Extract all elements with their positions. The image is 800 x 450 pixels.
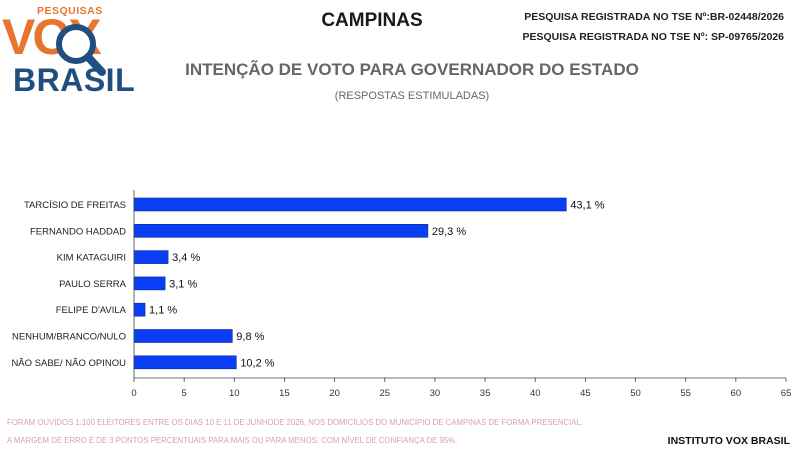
vox-brasil-logo: PESQUISAS VOX BRASIL: [0, 2, 140, 100]
data-label: 29,3 %: [432, 226, 466, 238]
x-tick-label: 50: [630, 388, 641, 399]
bar: [133, 197, 567, 212]
registration-1: PESQUISA REGISTRADA NO TSE Nº:BR-02448/2…: [524, 11, 784, 23]
category-label: PAULO SERRA: [59, 279, 127, 290]
data-label: 9,8 %: [236, 331, 264, 343]
x-tick-label: 40: [530, 388, 541, 399]
chart-title: INTENÇÃO DE VOTO PARA GOVERNADOR DO ESTA…: [185, 60, 639, 79]
x-tick-label: 45: [580, 388, 591, 399]
category-label: FERNANDO HADDAD: [30, 226, 126, 237]
methodology-note: FORAM OUVIDOS 1.100 ELEITORES ENTRE OS D…: [7, 418, 583, 427]
category-label: NÃO SABE/ NÃO OPINOU: [11, 358, 126, 369]
category-label: FELIPE D'AVILA: [56, 305, 127, 316]
x-tick-label: 60: [731, 388, 742, 399]
category-label: KIM KATAGUIRI: [57, 253, 126, 264]
data-label: 3,1 %: [169, 278, 197, 290]
data-label: 43,1 %: [570, 200, 604, 212]
data-label: 3,4 %: [172, 252, 200, 264]
bar: [133, 302, 146, 317]
chart-subtitle: (RESPOSTAS ESTIMULADAS): [334, 90, 490, 102]
registration-2: PESQUISA REGISTRADA NO TSE Nº: SP-09765/…: [522, 31, 784, 43]
category-label: TARCÍSIO DE FREITAS: [24, 200, 126, 211]
bar: [133, 355, 237, 370]
bar: [133, 329, 233, 343]
bar: [133, 276, 166, 291]
x-tick-label: 0: [131, 388, 136, 399]
bar: [133, 224, 429, 238]
logo-sub-text: BRASIL: [13, 62, 136, 98]
data-label: 10,2 %: [240, 357, 274, 369]
x-tick-label: 5: [182, 388, 187, 399]
x-tick-label: 25: [379, 388, 390, 399]
logo-small-text: PESQUISAS: [37, 5, 103, 17]
x-tick-label: 20: [329, 388, 340, 399]
data-label: 1,1 %: [149, 305, 177, 317]
x-tick-label: 65: [781, 388, 792, 399]
magnifier-icon: [56, 24, 106, 76]
x-tick-label: 10: [229, 388, 240, 399]
x-tick-label: 35: [480, 388, 491, 399]
x-tick-label: 55: [680, 388, 691, 399]
x-tick-label: 30: [430, 388, 441, 399]
city-title: CAMPINAS: [321, 10, 423, 31]
margin-of-error-note: A MARGEM DE ERRO É DE 3 PONTOS PERCENTUA…: [7, 436, 458, 445]
x-tick-label: 15: [279, 388, 290, 399]
category-label: NENHUM/BRANCO/NULO: [12, 332, 126, 343]
bar: [133, 250, 169, 264]
institute-name: INSTITUTO VOX BRASIL: [667, 435, 790, 447]
